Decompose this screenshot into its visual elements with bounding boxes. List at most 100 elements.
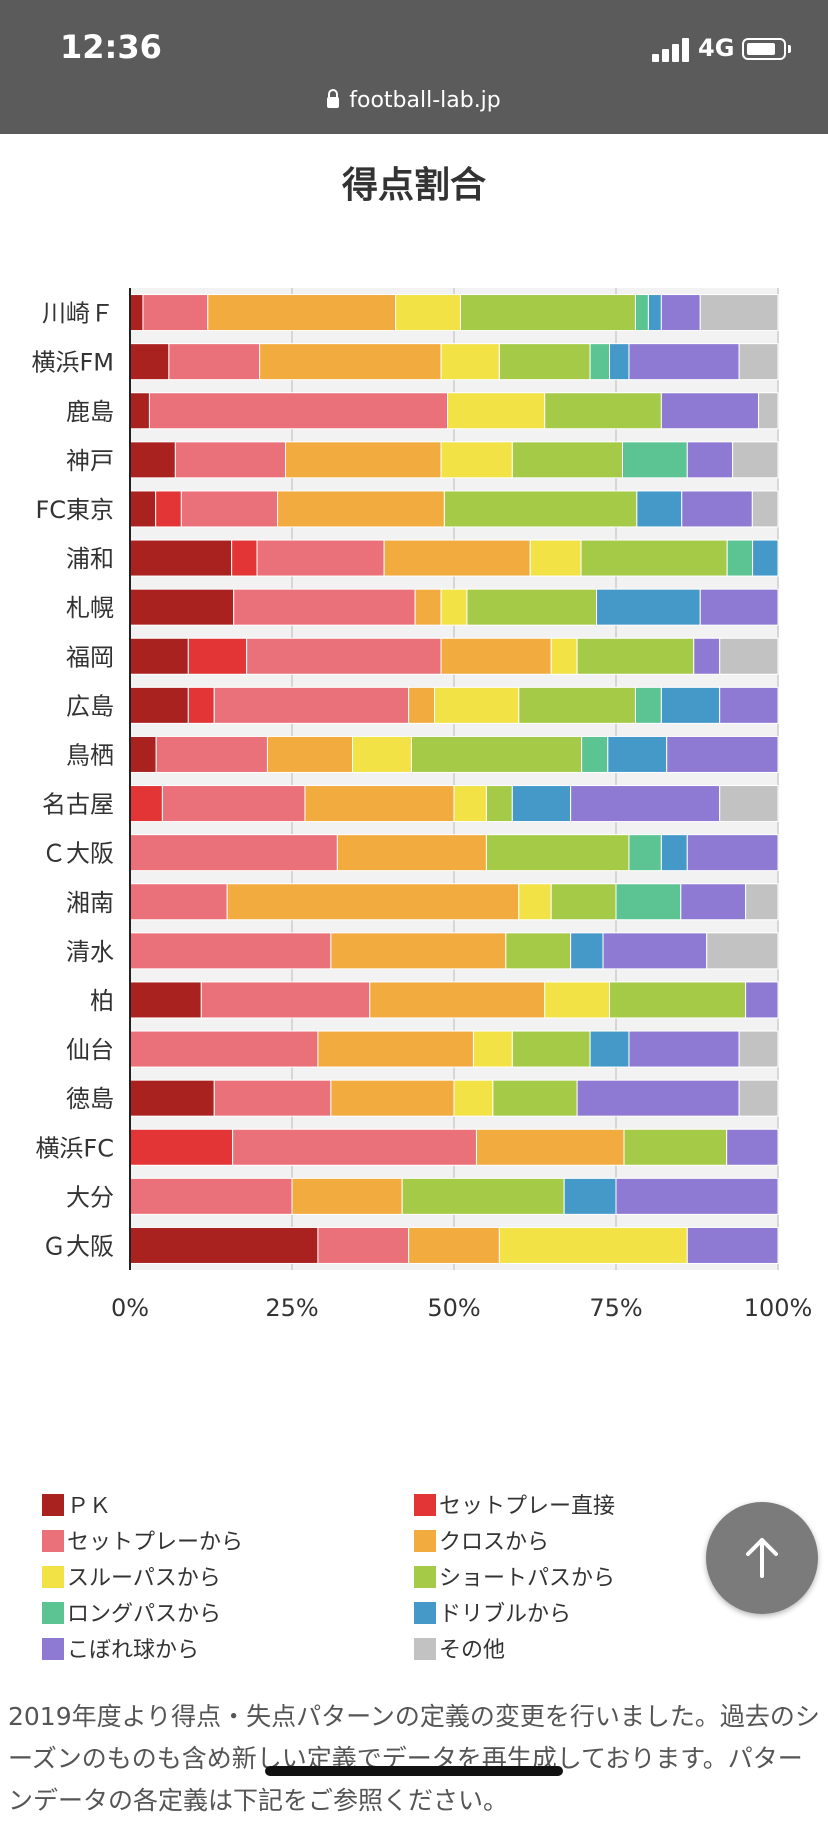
bar-segment[interactable] [634,686,662,724]
bar-segment[interactable] [628,834,662,872]
bar-segment[interactable] [129,785,163,823]
bar-segment[interactable] [628,343,740,381]
bar-segment[interactable] [443,490,638,528]
bar-segment[interactable] [213,686,410,724]
bar-segment[interactable] [466,588,598,626]
bar-segment[interactable] [475,1128,625,1166]
bar-segment[interactable] [660,392,760,430]
bar-segment[interactable] [168,343,261,381]
bar-segment[interactable] [660,834,688,872]
bar-segment[interactable] [472,1030,513,1068]
bar-segment[interactable] [570,932,604,970]
bar-segment[interactable] [686,834,779,872]
home-indicator[interactable] [265,1766,563,1776]
bar-segment[interactable] [485,834,630,872]
bar-segment[interactable] [607,735,668,773]
bar-segment[interactable] [686,441,734,479]
bar-segment[interactable] [453,1079,494,1117]
bar-segment[interactable] [200,981,371,1019]
bar-segment[interactable] [719,785,779,823]
bar-segment[interactable] [511,1030,591,1068]
bar-segment[interactable] [738,343,779,381]
bar-segment[interactable] [410,735,583,773]
bar-segment[interactable] [187,686,215,724]
bar-segment[interactable] [440,441,513,479]
bar-segment[interactable] [453,785,487,823]
bar-segment[interactable] [647,294,662,332]
bar-segment[interactable] [589,343,611,381]
bar-segment[interactable] [576,637,695,675]
bar-segment[interactable] [680,883,747,921]
bar-segment[interactable] [129,1079,215,1117]
bar-segment[interactable] [628,1030,740,1068]
bar-segment[interactable] [570,785,721,823]
bar-segment[interactable] [738,1030,779,1068]
bar-segment[interactable] [660,294,701,332]
bar-segment[interactable] [576,1079,740,1117]
bar-segment[interactable] [550,637,578,675]
bar-segment[interactable] [395,294,461,332]
bar-segment[interactable] [498,1226,688,1264]
bar-segment[interactable] [155,735,268,773]
bar-segment[interactable] [492,1079,578,1117]
bar-segment[interactable] [544,392,662,430]
bar-segment[interactable] [623,1128,728,1166]
bar-segment[interactable] [161,785,306,823]
bar-segment[interactable] [129,588,235,626]
bar-segment[interactable] [232,1128,477,1166]
bar-segment[interactable] [440,637,552,675]
bar-segment[interactable] [686,1226,779,1264]
bar-segment[interactable] [745,883,779,921]
bar-segment[interactable] [266,735,354,773]
bar-segment[interactable] [129,1226,319,1264]
bar-segment[interactable] [129,932,332,970]
bar-segment[interactable] [369,981,546,1019]
bar-segment[interactable] [401,1177,565,1215]
bar-segment[interactable] [352,735,412,773]
bar-segment[interactable] [336,834,487,872]
bar-segment[interactable] [129,539,233,577]
bar-segment[interactable] [550,883,617,921]
bar-segment[interactable] [699,588,779,626]
bar-segment[interactable] [615,883,682,921]
bar-segment[interactable] [681,490,753,528]
bar-segment[interactable] [330,932,507,970]
bar-segment[interactable] [408,1226,500,1264]
bar-segment[interactable] [440,343,500,381]
bar-segment[interactable] [213,1079,332,1117]
bar-segment[interactable] [529,539,582,577]
bar-segment[interactable] [706,932,779,970]
bar-segment[interactable] [758,392,779,430]
bar-segment[interactable] [518,686,636,724]
bar-segment[interactable] [738,1079,779,1117]
back-to-top-button[interactable] [706,1502,818,1614]
bar-segment[interactable] [732,441,779,479]
bar-segment[interactable] [231,539,258,577]
bar-segment[interactable] [518,883,552,921]
bar-segment[interactable] [440,588,468,626]
bar-segment[interactable] [485,785,513,823]
bar-segment[interactable] [414,588,442,626]
bar-segment[interactable] [129,441,176,479]
bar-segment[interactable] [726,539,754,577]
bar-segment[interactable] [589,1030,630,1068]
bar-segment[interactable] [580,539,728,577]
bar-segment[interactable] [544,981,611,1019]
bar-segment[interactable] [752,539,779,577]
bar-segment[interactable] [317,1226,410,1264]
bar-segment[interactable] [129,686,189,724]
bar-segment[interactable] [187,637,248,675]
bar-segment[interactable] [256,539,385,577]
address-bar[interactable]: football-lab.jp [0,88,828,113]
bar-segment[interactable] [259,343,442,381]
bar-segment[interactable] [285,441,442,479]
bar-segment[interactable] [129,1177,293,1215]
bar-segment[interactable] [726,1128,779,1166]
bar-segment[interactable] [511,441,623,479]
bar-segment[interactable] [636,490,683,528]
bar-segment[interactable] [563,1177,617,1215]
bar-segment[interactable] [317,1030,474,1068]
bar-segment[interactable] [699,294,779,332]
bar-segment[interactable] [142,294,209,332]
bar-segment[interactable] [634,294,649,332]
